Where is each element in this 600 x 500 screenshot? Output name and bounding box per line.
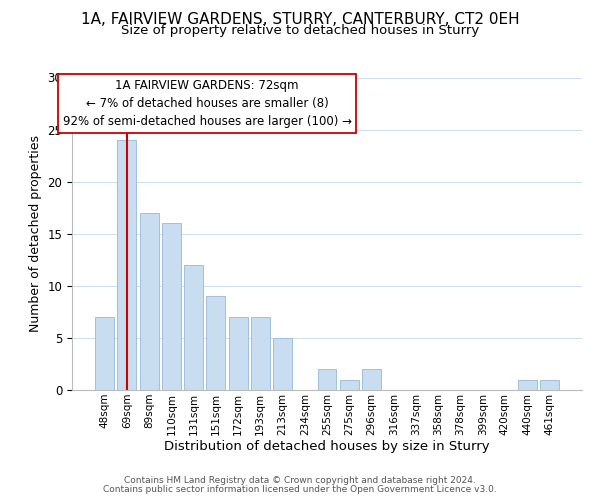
Bar xyxy=(362,369,381,390)
Text: Size of property relative to detached houses in Sturry: Size of property relative to detached ho… xyxy=(121,24,479,37)
Y-axis label: Number of detached properties: Number of detached properties xyxy=(29,135,42,332)
Text: 1A, FAIRVIEW GARDENS, STURRY, CANTERBURY, CT2 0EH: 1A, FAIRVIEW GARDENS, STURRY, CANTERBURY… xyxy=(80,12,520,28)
Bar xyxy=(518,380,536,390)
X-axis label: Distribution of detached houses by size in Sturry: Distribution of detached houses by size … xyxy=(164,440,490,454)
Bar xyxy=(184,265,203,390)
Bar xyxy=(340,380,359,390)
Bar xyxy=(206,296,225,390)
Bar xyxy=(251,317,270,390)
Bar xyxy=(162,224,181,390)
Bar xyxy=(95,317,114,390)
Bar xyxy=(540,380,559,390)
Bar xyxy=(317,369,337,390)
Text: 1A FAIRVIEW GARDENS: 72sqm
← 7% of detached houses are smaller (8)
92% of semi-d: 1A FAIRVIEW GARDENS: 72sqm ← 7% of detac… xyxy=(62,79,352,128)
Text: Contains HM Land Registry data © Crown copyright and database right 2024.: Contains HM Land Registry data © Crown c… xyxy=(124,476,476,485)
Bar xyxy=(273,338,292,390)
Bar xyxy=(140,213,158,390)
Bar xyxy=(229,317,248,390)
Bar xyxy=(118,140,136,390)
Text: Contains public sector information licensed under the Open Government Licence v3: Contains public sector information licen… xyxy=(103,485,497,494)
